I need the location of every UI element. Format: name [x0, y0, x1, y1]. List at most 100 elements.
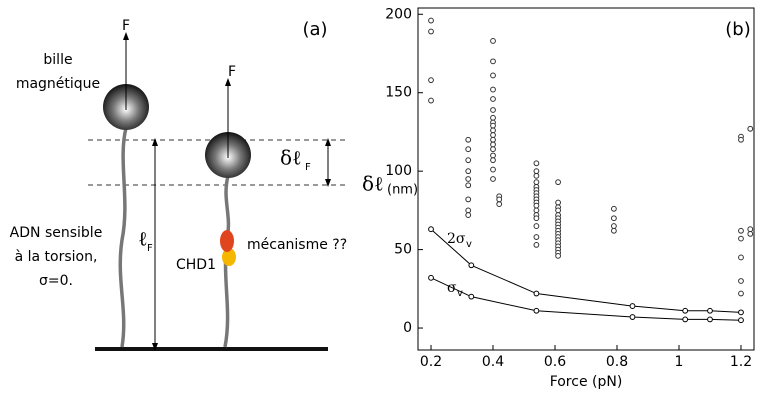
point [533, 290, 540, 297]
point [428, 97, 434, 104]
point [428, 226, 434, 233]
point [738, 317, 744, 324]
y-tick-label: 50 [394, 242, 412, 258]
point [738, 309, 744, 316]
point [555, 252, 562, 259]
point [490, 146, 496, 153]
bead-label: magnétique [16, 76, 100, 92]
protein [222, 248, 236, 266]
x-axis-label: Force (pN) [550, 374, 623, 390]
mechanism-label: mécanisme ?? [247, 237, 347, 253]
force-label: F [122, 18, 130, 34]
point [533, 172, 540, 179]
point [490, 141, 496, 148]
series-line [430, 277, 741, 321]
point [465, 176, 472, 182]
point [738, 227, 744, 234]
point [610, 227, 617, 234]
y-tick-label: 100 [385, 163, 412, 179]
point [747, 226, 754, 233]
x-tick-label: 0.2 [420, 354, 442, 370]
panel-label: (a) [302, 19, 327, 40]
point [707, 316, 713, 323]
point [747, 231, 754, 237]
point [428, 77, 434, 84]
y-axis-label: δℓ [362, 172, 384, 196]
point [490, 58, 496, 65]
point [533, 215, 540, 222]
dna-strand [118, 127, 128, 348]
point [465, 212, 472, 218]
point [533, 207, 540, 214]
length-symbol: ℓ [138, 227, 148, 251]
point [610, 215, 617, 222]
chart: 0.2 0.4 0.6 0.8 1 1.2 0 50 100 150 200 Force (pN) δℓ… [362, 6, 755, 390]
point [738, 290, 744, 297]
length-sub: F [147, 243, 153, 254]
point [707, 307, 713, 314]
point [738, 278, 744, 284]
x-tick-label: 0.8 [606, 354, 628, 370]
point [490, 136, 496, 143]
point [533, 168, 540, 175]
point [465, 196, 472, 203]
point [610, 223, 617, 229]
y-tick-label: 200 [385, 6, 412, 22]
point [682, 307, 689, 314]
point [490, 107, 496, 113]
point [490, 157, 496, 164]
point [490, 132, 496, 138]
point [465, 136, 472, 143]
point [490, 86, 496, 93]
bead-label: bille [43, 52, 72, 68]
point [555, 207, 562, 214]
point [533, 241, 540, 248]
y-axis-label-sub: (nm) [387, 183, 418, 198]
point [490, 176, 496, 182]
series-line [430, 228, 742, 313]
point [533, 307, 540, 314]
point [610, 205, 617, 212]
point [629, 314, 636, 320]
point [533, 202, 540, 209]
point [490, 152, 496, 159]
point [428, 28, 434, 35]
point [738, 235, 744, 242]
point [555, 199, 562, 206]
delta-symbol: δℓ [280, 146, 302, 170]
point [490, 127, 496, 134]
point [533, 179, 540, 186]
dna-label: à la torsion, [15, 249, 98, 265]
point [629, 303, 636, 309]
point [682, 316, 689, 323]
point [490, 38, 496, 44]
point [490, 114, 496, 121]
y-tick-label: 150 [385, 85, 412, 101]
point [490, 72, 496, 79]
x-tick-label: 1 [675, 354, 684, 370]
series-label-sub: v [457, 288, 463, 299]
point [490, 166, 496, 173]
point [738, 136, 744, 143]
diagram: F F bille magnétique (a) ADN sensible à … [10, 18, 347, 351]
y-tick-label: 0 [403, 320, 412, 336]
point [738, 254, 744, 261]
protein [220, 230, 234, 252]
x-tick-label: 0.6 [544, 354, 566, 370]
point [465, 207, 472, 214]
point [465, 146, 472, 153]
delta-sub: F [305, 162, 311, 173]
point [490, 122, 496, 129]
point [533, 234, 540, 240]
point [465, 157, 472, 164]
panel-label: (b) [725, 19, 750, 40]
x-tick-label: 1.2 [730, 354, 752, 370]
point [555, 179, 562, 186]
point [428, 274, 434, 281]
point [533, 160, 540, 167]
force-label: F [228, 64, 236, 80]
point [465, 182, 472, 189]
x-tick-label: 0.4 [482, 354, 504, 370]
